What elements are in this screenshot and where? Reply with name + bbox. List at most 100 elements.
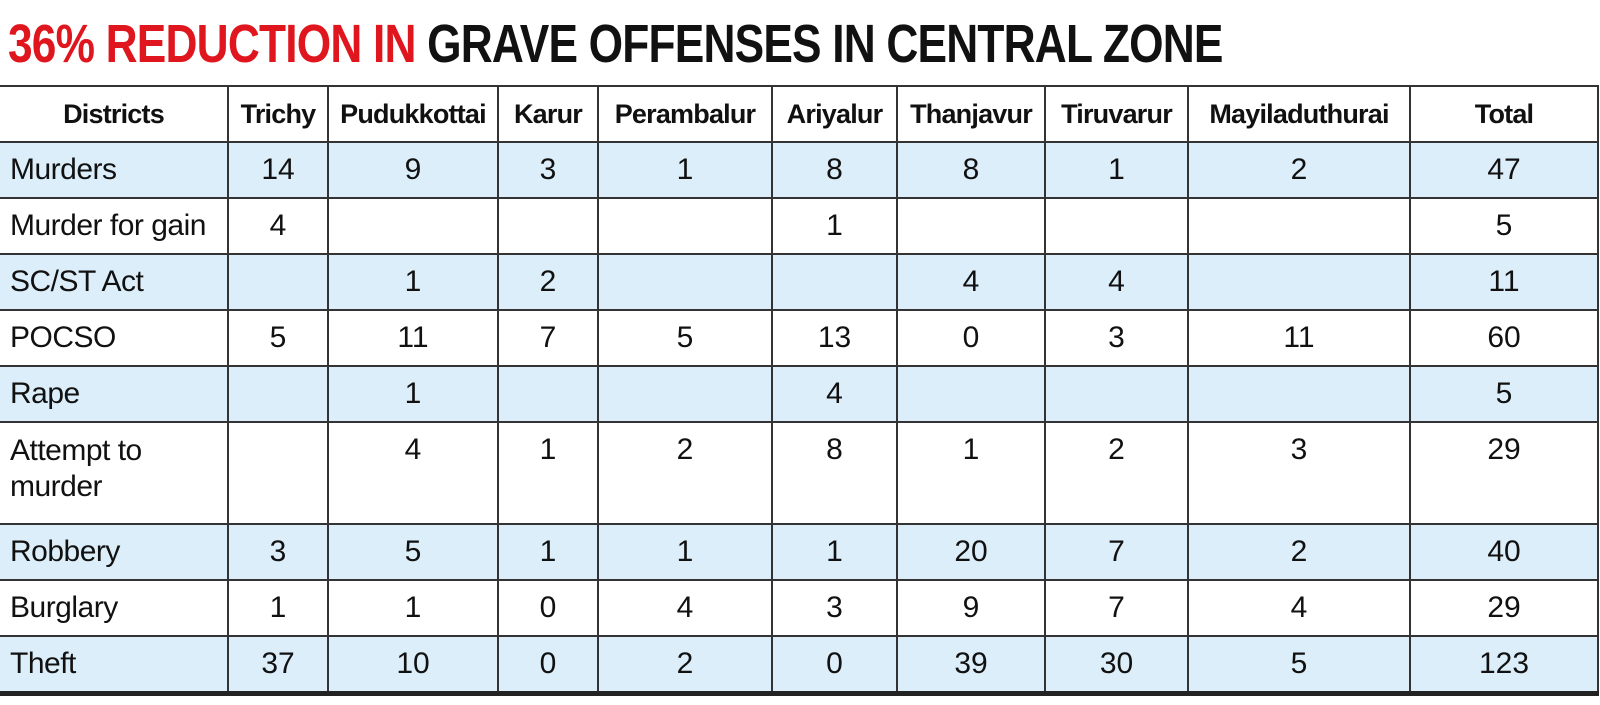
column-header: Tiruvarur (1044, 85, 1189, 143)
cell: 5 (1409, 197, 1599, 255)
cell: 1 (597, 523, 773, 581)
cell: 2 (1187, 523, 1411, 581)
row-label: SC/ST Act (0, 253, 229, 311)
cell (896, 365, 1046, 423)
cell: 2 (1187, 141, 1411, 199)
header-row: Districts Trichy Pudukkottai Karur Perambalu… (0, 85, 1599, 143)
cell: 7 (1044, 523, 1189, 581)
row-label: Theft (0, 635, 229, 695)
cell: 8 (896, 141, 1046, 199)
table-row: Robbery 3 5 1 1 1 20 7 2 40 (0, 523, 1599, 581)
row-label: Robbery (0, 523, 229, 581)
row-label: POCSO (0, 309, 229, 367)
cell (227, 421, 329, 525)
cell: 0 (771, 635, 898, 695)
cell (497, 197, 599, 255)
cell: 5 (1187, 635, 1411, 695)
cell: 11 (1409, 253, 1599, 311)
column-header: Mayiladuthurai (1187, 85, 1411, 143)
cell: 4 (597, 579, 773, 637)
row-label: Attempt to murder (0, 421, 229, 525)
cell: 39 (896, 635, 1046, 695)
cell (1187, 365, 1411, 423)
cell (771, 253, 898, 311)
cell: 0 (896, 309, 1046, 367)
cell: 2 (1044, 421, 1189, 525)
table-row: POCSO 5 11 7 5 13 0 3 11 60 (0, 309, 1599, 367)
cell: 3 (1187, 421, 1411, 525)
cell: 1 (497, 421, 599, 525)
cell: 1 (1044, 141, 1189, 199)
title: 36% REDUCTION IN GRAVE OFFENSES IN CENTR… (0, 0, 1600, 85)
cell: 47 (1409, 141, 1599, 199)
cell (1044, 365, 1189, 423)
cell: 3 (497, 141, 599, 199)
cell: 30 (1044, 635, 1189, 695)
cell (597, 197, 773, 255)
row-label: Burglary (0, 579, 229, 637)
cell: 3 (771, 579, 898, 637)
cell: 0 (497, 579, 599, 637)
cell (327, 197, 499, 255)
cell: 9 (896, 579, 1046, 637)
cell: 20 (896, 523, 1046, 581)
cell (227, 253, 329, 311)
cell (896, 197, 1046, 255)
row-label: Rape (0, 365, 229, 423)
cell: 11 (1187, 309, 1411, 367)
cell: 3 (227, 523, 329, 581)
cell: 60 (1409, 309, 1599, 367)
cell: 7 (497, 309, 599, 367)
cell: 5 (597, 309, 773, 367)
cell (1044, 197, 1189, 255)
table-body: Murders 14 9 3 1 8 8 1 2 47 Murder for gain 4 1 5 SC/S… (0, 141, 1599, 695)
cell: 13 (771, 309, 898, 367)
cell: 8 (771, 141, 898, 199)
cell (227, 365, 329, 423)
cell: 8 (771, 421, 898, 525)
cell: 1 (327, 365, 499, 423)
cell (497, 365, 599, 423)
column-header: Districts (0, 85, 229, 143)
title-text: 36% REDUCTION IN GRAVE OFFENSES IN CENTR… (8, 14, 1223, 74)
cell: 29 (1409, 421, 1599, 525)
cell: 4 (1187, 579, 1411, 637)
row-label: Murder for gain (0, 197, 229, 255)
cell: 3 (1044, 309, 1189, 367)
column-header: Karur (497, 85, 599, 143)
cell: 4 (327, 421, 499, 525)
cell: 14 (227, 141, 329, 199)
cell: 1 (227, 579, 329, 637)
column-header: Trichy (227, 85, 329, 143)
column-header: Perambalur (597, 85, 773, 143)
cell (597, 253, 773, 311)
cell: 0 (497, 635, 599, 695)
table-row: Rape 1 4 5 (0, 365, 1599, 423)
cell: 37 (227, 635, 329, 695)
cell: 2 (597, 635, 773, 695)
cell: 5 (327, 523, 499, 581)
column-header: Total (1409, 85, 1599, 143)
cell: 1 (327, 579, 499, 637)
cell: 9 (327, 141, 499, 199)
cell: 29 (1409, 579, 1599, 637)
crime-table: Districts Trichy Pudukkottai Karur Perambalu… (0, 85, 1599, 696)
cell (1187, 197, 1411, 255)
row-label: Murders (0, 141, 229, 199)
cell: 11 (327, 309, 499, 367)
column-header: Thanjavur (896, 85, 1046, 143)
cell: 4 (771, 365, 898, 423)
cell: 123 (1409, 635, 1599, 695)
cell: 1 (327, 253, 499, 311)
title-rest: GRAVE OFFENSES IN CENTRAL ZONE (427, 14, 1223, 74)
cell: 4 (896, 253, 1046, 311)
column-header: Ariyalur (771, 85, 898, 143)
table-row: Theft 37 10 0 2 0 39 30 5 123 (0, 635, 1599, 695)
cell (1187, 253, 1411, 311)
cell: 5 (227, 309, 329, 367)
cell (597, 365, 773, 423)
cell: 7 (1044, 579, 1189, 637)
title-highlight: 36% REDUCTION IN (8, 14, 416, 74)
table-row: SC/ST Act 1 2 4 4 11 (0, 253, 1599, 311)
